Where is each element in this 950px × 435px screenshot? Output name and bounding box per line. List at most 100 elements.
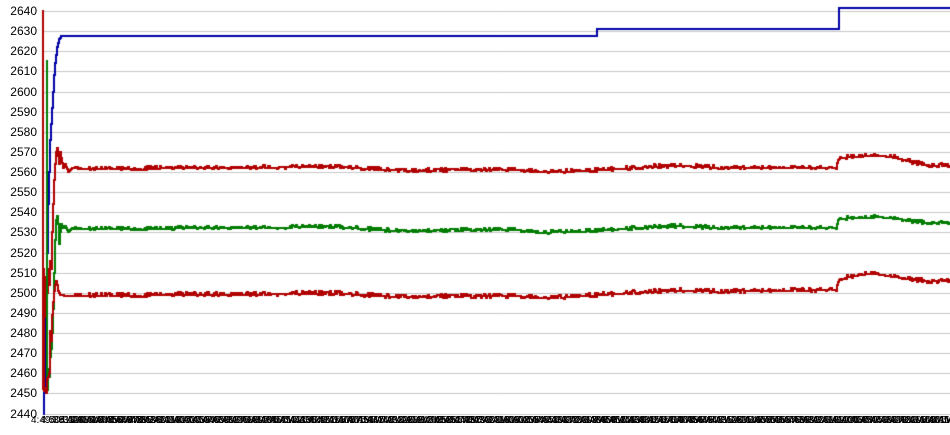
x-axis-tick-label: 4:51:24 AM (50, 415, 101, 426)
x-axis-tick-label: 5:27:37 AM (447, 415, 498, 426)
x-axis-tick-label: 5:52:21 AM (718, 415, 769, 426)
x-axis-tick-label: 5:43:31 AM (621, 415, 673, 426)
y-axis-tick-label: 2640 (10, 4, 37, 18)
x-axis-tick-label: 5:57:39 AM (776, 415, 827, 426)
y-axis-tick-label: 2530 (10, 225, 37, 240)
x-axis-tick-label: 5:32:55 AM (505, 415, 556, 426)
x-axis-tick-label: 5:15:15 AM (311, 415, 363, 426)
x-axis-tick-label: 6:07:22 AM (882, 415, 934, 426)
x-axis-tick-label: 4:57:35 AM (118, 415, 169, 426)
y-axis-tick-label: 2440 (10, 406, 37, 421)
x-axis-tick-label: 5:35:34 AM (534, 415, 585, 426)
x-axis-tick-label: 5:00:14 AM (147, 415, 198, 426)
x-axis-tick-label: 6:08:15 AM (892, 415, 944, 426)
x-axis-tick-label: 5:37:20 AM (553, 415, 605, 426)
x-axis-tick-label: 5:07:18 AM (224, 415, 276, 426)
x-axis-tick-label: 5:24:58 AM (418, 415, 469, 426)
x-axis-tick-label: 5:29:23 AM (466, 415, 518, 426)
x-axis-tick-label: 5:23:12 AM (398, 415, 450, 426)
x-axis-tick-label: 5:22:19 AM (389, 415, 440, 426)
x-axis-tick-label: 4:54:03 AM (79, 415, 130, 426)
x-axis-tick-label: 5:58:32 AM (786, 415, 837, 426)
x-axis-tick-label: 5:59:25 AM (795, 415, 847, 426)
x-axis-tick-label: 5:55:00 AM (747, 415, 798, 426)
x-axis-tick-label: 4:59:21 AM (137, 415, 189, 426)
x-axis-tick-label: 5:38:13 AM (563, 415, 614, 426)
x-axis-tick-label: 5:49:42 AM (689, 415, 740, 426)
x-axis-tick-label: 5:53:14 AM (728, 415, 779, 426)
y-axis-tick-label: 2470 (10, 346, 37, 361)
x-axis-tick-label: 5:09:04 AM (244, 415, 295, 426)
y-axis: 2640 2630 2620 2610 2600 2590 2580 2570 2560 2550… (0, 0, 40, 435)
x-axis-tick-label: 5:36:27 AM (544, 415, 595, 426)
x-axis-tick-label: 6:05:36 AM (863, 415, 915, 426)
x-axis-tick-label: 6:03:50 AM (844, 415, 895, 426)
x-axis-tick-label: 5:39:06 AM (573, 415, 624, 426)
x-axis-tick-labels: 4:49:38 AM 4:50:31 AM 4:51:24 AM 4:52:17 AM… (0, 414, 950, 429)
x-axis-tick-label: 5:51:28 AM (708, 415, 760, 426)
x-axis-tick-label: 5:09:57 AM (253, 415, 305, 426)
x-axis-tick-label: 5:02:00 AM (166, 415, 218, 426)
y-axis-tick-label: 2620 (10, 44, 37, 59)
x-axis-tick-label: 4:52:17 AM (60, 415, 111, 426)
x-axis-tick-label: 6:10:01 AM (911, 415, 950, 426)
x-axis-tick-label: 4:56:42 AM (108, 415, 159, 426)
x-axis-tick-label: 6:00:18 AM (805, 415, 856, 426)
x-axis-tick-label: 6:02:04 AM (824, 415, 876, 426)
x-axis-tick-label: 5:32:02 AM (495, 415, 547, 426)
y-axis-tick-label: 2480 (10, 326, 37, 340)
x-axis-tick-label: 5:28:30 AM (456, 415, 508, 426)
x-axis-tick-label: 5:21:26 AM (379, 415, 431, 426)
x-axis-tick-label: 5:44:24 AM (631, 415, 682, 426)
x-axis-tick-label: 6:04:43 AM (853, 415, 905, 426)
x-axis-tick-label: 5:02:53 AM (176, 415, 227, 426)
x-axis-tick-label: 5:31:09 AM (486, 415, 537, 426)
x-axis-tick-label: 5:14:22 AM (302, 415, 353, 426)
y-axis-tick-label: 2540 (10, 205, 37, 220)
y-axis-tick-label: 2580 (10, 124, 37, 139)
x-axis-tick-label: 5:45:17 AM (640, 415, 692, 426)
x-axis-tick-label: 5:26:44 AM (437, 415, 489, 426)
y-axis-tick-label: 2510 (10, 265, 37, 280)
x-axis-tick-label: 6:12:40 AM (940, 415, 950, 426)
x-axis-tick-label: 5:18:47 AM (350, 415, 401, 426)
x-axis-tick-label: 5:47:56 AM (669, 415, 721, 426)
x-axis-tick-label: 6:01:11 AM (815, 415, 865, 426)
x-axis-tick-label: 5:30:16 AM (476, 415, 527, 426)
x-axis-tick-label: 5:05:32 AM (205, 415, 256, 426)
x-axis-tick-label: 4:50:31 AM (40, 415, 92, 426)
y-axis-tick-label: 2490 (10, 305, 37, 320)
x-axis-tick-label: 5:06:25 AM (214, 415, 266, 426)
y-axis-tick-label: 2450 (10, 386, 37, 401)
x-axis-tick-label: 5:04:39 AM (195, 415, 247, 426)
x-axis-tick-label: 5:48:49 AM (679, 415, 731, 426)
x-axis-tick-label: 5:42:38 AM (611, 415, 663, 426)
x-axis-tick-label: 6:10:54 AM (921, 415, 950, 426)
x-axis-tick-label: 6:02:57 AM (834, 415, 885, 426)
x-axis-tick-label: 5:50:35 AM (698, 415, 750, 426)
x-axis-tick-label: 5:24:05 AM (408, 415, 460, 426)
x-axis-tick-label: 5:34:41 AM (524, 415, 576, 426)
x-axis-tick-label: 5:55:53 AM (757, 415, 808, 426)
x-axis-tick-label: 4:58:28 AM (127, 415, 179, 426)
x-axis-tick-label: 5:46:10 AM (650, 415, 702, 426)
x-axis-tick-label: 5:10:50 AM (263, 415, 314, 426)
x-axis-tick-label: 4:53:10 AM (69, 415, 121, 426)
x-axis-tick-label: 5:16:08 AM (321, 415, 372, 426)
y-axis-tick-label: 2590 (10, 104, 37, 119)
x-axis-tick-label: 5:08:11 AM (234, 415, 285, 426)
x-axis-tick-label: 5:33:48 AM (515, 415, 566, 426)
y-axis-tick-label: 2610 (10, 64, 37, 79)
x-axis-tick-label: 5:56:46 AM (766, 415, 818, 426)
x-axis-tick-label: 5:17:54 AM (340, 415, 392, 426)
x-axis-tick-label: 5:47:03 AM (660, 415, 711, 426)
x-axis-tick-label: 5:03:46 AM (185, 415, 237, 426)
x-axis-tick-label: 6:09:08 AM (902, 415, 950, 426)
y-axis-tick-label: 2630 (10, 24, 37, 39)
y-axis-tick-label: 2600 (10, 84, 37, 99)
x-axis-tick-label: 5:11:43 AM (273, 415, 323, 426)
y-axis-tick-label: 2550 (10, 185, 37, 200)
x-axis-tick-label: 4:49:38 AM (31, 415, 82, 426)
x-axis-tick-label: 5:19:40 AM (360, 415, 411, 426)
